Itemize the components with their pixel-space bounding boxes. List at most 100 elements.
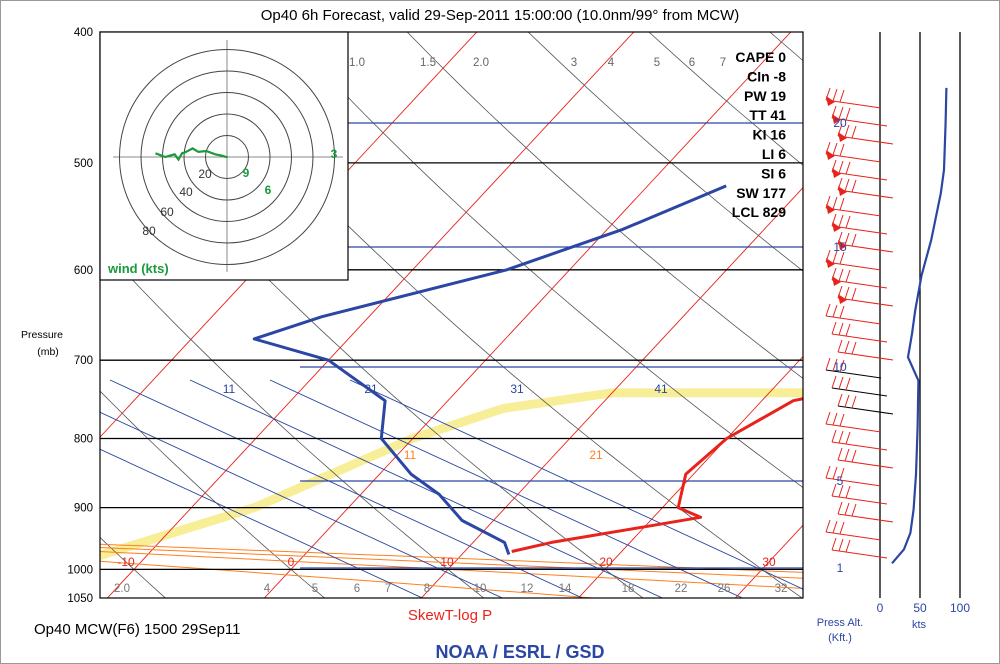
- wind-barb: [837, 177, 894, 199]
- isotherm-line: [100, 32, 478, 438]
- mixing-ratio-line: [349, 379, 803, 590]
- y-axis-label-line1: Pressure: [21, 329, 63, 341]
- pressure-tick-label: 500: [74, 158, 93, 170]
- hodograph-ring: [183, 113, 271, 201]
- index-cin: CIn -8: [747, 68, 786, 84]
- wind-barb-flag: [845, 323, 851, 337]
- pressure-tick-label: 800: [74, 434, 93, 446]
- wind-barb-shaft: [831, 495, 888, 505]
- wind-barb-flag: [845, 485, 851, 499]
- pressure-tick-label: 400: [74, 27, 93, 39]
- wind-barb-flag: [838, 106, 844, 120]
- wind-barb-pennant: [832, 222, 841, 232]
- wind-barb: [825, 249, 882, 271]
- hodograph-ring-label: 60: [160, 205, 174, 219]
- wind-barb-flag: [831, 375, 837, 389]
- wind-barb-flag: [832, 88, 838, 102]
- wind-barb-flag: [831, 321, 837, 335]
- isotherm-label: 0: [288, 555, 295, 569]
- mixing-ratio-label-left: 7: [385, 583, 391, 595]
- wind-barb-shaft: [825, 207, 882, 217]
- wind-barb-shaft: [837, 243, 894, 253]
- wind-barb-shaft: [831, 225, 888, 235]
- wind-barb: [831, 213, 888, 235]
- pressure-tick-labels: 400 500 600 700 800 900 1000 1050: [67, 27, 93, 605]
- wind-barb-pennant: [832, 168, 841, 178]
- footer-plot-type: SkewT-log P: [408, 607, 492, 624]
- wind-barb-shaft: [825, 369, 882, 379]
- wind-barb-flag: [845, 161, 851, 175]
- wind-barb-flag: [844, 178, 850, 192]
- wind-barb-shaft: [837, 513, 894, 523]
- wind-barb-flag: [832, 412, 838, 426]
- wind-barb-flag: [838, 268, 844, 282]
- isotherm-label: 11: [404, 448, 417, 462]
- pressure-tick-label: 700: [74, 355, 93, 367]
- dry-adiabat: [0, 2, 12, 604]
- wind-barb-flag: [838, 160, 844, 174]
- wind-barb-flag: [825, 519, 831, 533]
- hodograph-ring: [140, 70, 314, 244]
- dry-adiabat: [100, 244, 485, 598]
- isotherm-label: 10: [440, 555, 454, 569]
- wind-barb-shaft: [825, 423, 882, 433]
- index-cape: CAPE 0: [735, 49, 786, 65]
- wind-barb-flag: [844, 286, 850, 300]
- wind-barb: [837, 123, 894, 145]
- wind-speed-tick-label: 50: [913, 601, 927, 615]
- wind-barb-flag: [832, 466, 838, 480]
- wind-barb-flag: [825, 465, 831, 479]
- temperature-profile: [511, 397, 803, 553]
- wind-barb-flag: [831, 483, 837, 497]
- mixing-ratio-label: 7: [720, 57, 726, 69]
- mixing-ratio-line: [100, 411, 504, 598]
- y-axis-label-line2: (mb): [37, 346, 59, 358]
- wind-barb-flag: [832, 196, 838, 210]
- hodograph-ring: [119, 49, 335, 265]
- mixing-ratio-label: 6: [689, 57, 695, 69]
- wind-barb: [837, 447, 894, 469]
- parcel-trace-highlight: [100, 388, 803, 561]
- wind-barb: [837, 393, 894, 415]
- index-si: SI 6: [761, 165, 786, 181]
- wind-barb-flag: [838, 214, 844, 228]
- mixing-ratio-label-left: 2.0: [114, 583, 130, 595]
- wind-barb-flag: [844, 394, 850, 408]
- footer-station: Op40 MCW(F6) 1500 29Sep11: [34, 621, 241, 638]
- wind-barb-flag: [851, 449, 857, 463]
- wind-barb-pennant: [838, 294, 847, 304]
- dry-adiabat: [648, 32, 803, 166]
- footer-credit: NOAA / ESRL / GSD: [435, 642, 604, 662]
- wind-barb: [825, 465, 882, 487]
- wind-barb-flag: [831, 429, 837, 443]
- mixing-ratio-label: 12: [521, 583, 534, 595]
- altitude-tick-label: 5: [837, 474, 844, 488]
- wind-barb-flag: [825, 411, 831, 425]
- wind-barb-flag: [839, 305, 845, 319]
- isotherm-line: [420, 187, 803, 598]
- wind-barb-flag: [832, 250, 838, 264]
- mixing-ratio-label: 8: [424, 583, 430, 595]
- wind-barb-flag: [851, 503, 857, 517]
- isotherm-line: [577, 355, 803, 598]
- wind-barb-pennant: [826, 96, 835, 106]
- wind-speed-axis-label: kts: [912, 619, 927, 631]
- wind-barb: [831, 429, 888, 451]
- wind-barb-flag: [844, 340, 850, 354]
- mixing-ratio-line: [269, 379, 744, 598]
- dry-adiabat: [974, 2, 1000, 604]
- wind-barb-flag: [839, 413, 845, 427]
- isotherm-label: 30: [762, 555, 776, 569]
- wind-barb: [837, 339, 894, 361]
- wind-barb: [831, 537, 888, 559]
- index-tt: TT 41: [749, 107, 786, 123]
- wind-barb: [825, 411, 882, 433]
- wind-barb-flag: [838, 322, 844, 336]
- wind-barb-shaft: [837, 459, 894, 469]
- wind-barb-flag: [851, 125, 857, 139]
- wind-barb-shaft: [837, 189, 894, 199]
- wind-barb-shaft: [825, 153, 882, 163]
- wind-barb: [825, 87, 882, 109]
- wind-barb-flag: [838, 430, 844, 444]
